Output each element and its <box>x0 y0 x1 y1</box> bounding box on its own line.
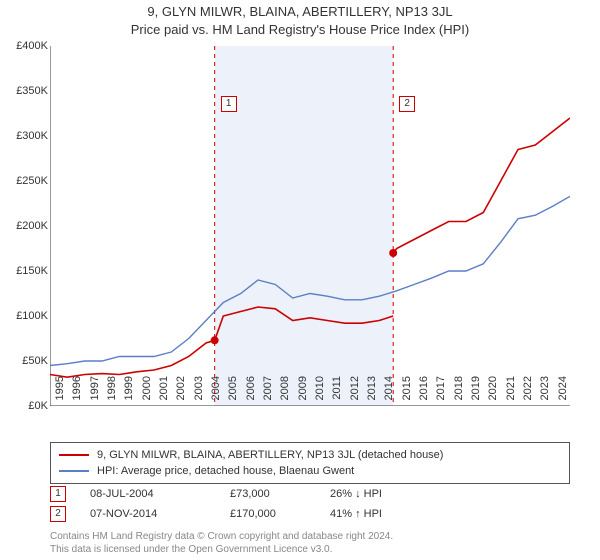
x-axis-tick-label: 2012 <box>349 376 361 416</box>
y-axis-tick-label: £300K <box>4 130 48 142</box>
event-pct: 26% ↓ HPI <box>330 488 430 500</box>
legend-label-hpi: HPI: Average price, detached house, Blae… <box>97 465 354 477</box>
chart-title-line1: 9, GLYN MILWR, BLAINA, ABERTILLERY, NP13… <box>0 4 600 19</box>
y-axis-tick-label: £100K <box>4 310 48 322</box>
event-price: £170,000 <box>230 508 330 520</box>
event-row: 1 08-JUL-2004 £73,000 26% ↓ HPI <box>50 484 570 504</box>
legend-swatch-hpi <box>59 470 89 472</box>
event-row: 2 07-NOV-2014 £170,000 41% ↑ HPI <box>50 504 570 524</box>
x-axis-tick-label: 1995 <box>54 376 66 416</box>
events-table: 1 08-JUL-2004 £73,000 26% ↓ HPI 2 07-NOV… <box>50 484 570 524</box>
x-axis-tick-label: 1998 <box>106 376 118 416</box>
event-marker-icon: 1 <box>50 486 66 502</box>
y-axis-tick-label: £250K <box>4 175 48 187</box>
x-axis-tick-label: 2006 <box>245 376 257 416</box>
legend: 9, GLYN MILWR, BLAINA, ABERTILLERY, NP13… <box>50 442 570 484</box>
y-axis-tick-label: £0K <box>4 400 48 412</box>
x-axis-tick-label: 2004 <box>210 376 222 416</box>
x-axis-tick-label: 2018 <box>453 376 465 416</box>
x-axis-tick-label: 2013 <box>366 376 378 416</box>
chart-area <box>50 46 570 406</box>
y-axis-tick-label: £50K <box>4 355 48 367</box>
footer-line1: Contains HM Land Registry data © Crown c… <box>50 530 570 543</box>
event-marker-on-plot: 2 <box>399 96 415 112</box>
x-axis-tick-label: 2010 <box>314 376 326 416</box>
x-axis-tick-label: 2016 <box>418 376 430 416</box>
x-axis-tick-label: 2023 <box>539 376 551 416</box>
x-axis-tick-label: 2002 <box>175 376 187 416</box>
legend-label-property: 9, GLYN MILWR, BLAINA, ABERTILLERY, NP13… <box>97 449 443 461</box>
y-axis-tick-label: £150K <box>4 265 48 277</box>
event-marker-on-plot: 1 <box>221 96 237 112</box>
x-axis-tick-label: 2007 <box>262 376 274 416</box>
event-date: 07-NOV-2014 <box>90 508 230 520</box>
x-axis-tick-label: 2001 <box>158 376 170 416</box>
y-axis-tick-label: £200K <box>4 220 48 232</box>
x-axis-tick-label: 2014 <box>383 376 395 416</box>
x-axis-tick-label: 2000 <box>141 376 153 416</box>
x-axis-tick-label: 2003 <box>193 376 205 416</box>
legend-swatch-property <box>59 454 89 456</box>
x-axis-tick-label: 1997 <box>89 376 101 416</box>
event-price: £73,000 <box>230 488 330 500</box>
chart-title-line2: Price paid vs. HM Land Registry's House … <box>0 22 600 37</box>
x-axis-tick-label: 2022 <box>522 376 534 416</box>
x-axis-tick-label: 2017 <box>435 376 447 416</box>
x-axis-tick-label: 2009 <box>297 376 309 416</box>
x-axis-tick-label: 2008 <box>279 376 291 416</box>
x-axis-tick-label: 1999 <box>123 376 135 416</box>
footer-line2: This data is licensed under the Open Gov… <box>50 543 570 556</box>
footer-attribution: Contains HM Land Registry data © Crown c… <box>50 530 570 556</box>
x-axis-tick-label: 2020 <box>487 376 499 416</box>
x-axis-tick-label: 2019 <box>470 376 482 416</box>
event-pct: 41% ↑ HPI <box>330 508 430 520</box>
x-axis-tick-label: 2024 <box>557 376 569 416</box>
event-marker-icon: 2 <box>50 506 66 522</box>
x-axis-tick-label: 2011 <box>331 376 343 416</box>
x-axis-tick-label: 2015 <box>401 376 413 416</box>
x-axis-tick-label: 2021 <box>505 376 517 416</box>
x-axis-tick-label: 2005 <box>227 376 239 416</box>
legend-item-hpi: HPI: Average price, detached house, Blae… <box>59 463 561 479</box>
y-axis-tick-label: £400K <box>4 40 48 52</box>
y-axis-tick-label: £350K <box>4 85 48 97</box>
x-axis-tick-label: 1996 <box>71 376 83 416</box>
event-date: 08-JUL-2004 <box>90 488 230 500</box>
legend-item-property: 9, GLYN MILWR, BLAINA, ABERTILLERY, NP13… <box>59 447 561 463</box>
